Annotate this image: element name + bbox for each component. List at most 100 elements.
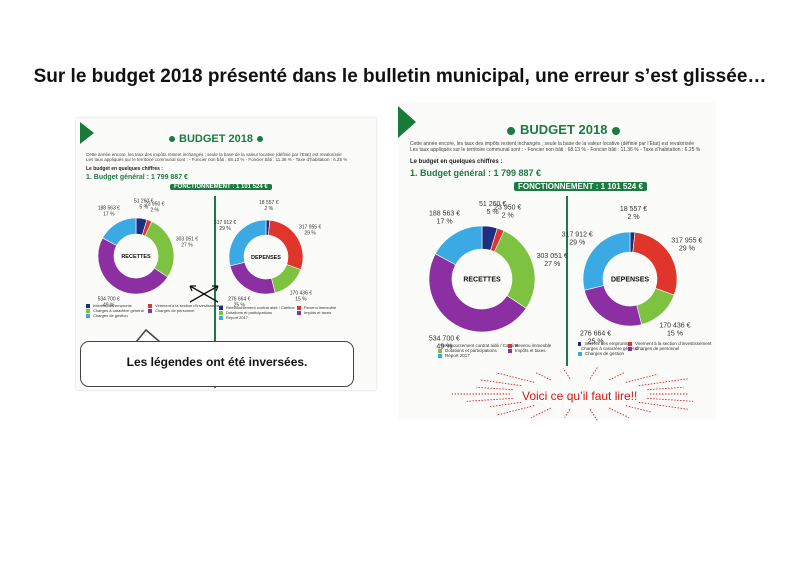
- donut-slice: [267, 219, 304, 271]
- legend-item: Intérêts des emprunts: [86, 303, 148, 308]
- legend-row: Charges de gestion: [86, 313, 223, 318]
- slice-percent-label: 29 %: [679, 246, 695, 253]
- donut-slice: [428, 253, 527, 333]
- legend-item: Charges de personnel: [148, 308, 194, 313]
- slice-amount-label: 23 950 €: [145, 201, 165, 207]
- slice-amount-label: 188 563 €: [429, 210, 460, 217]
- legend-row: Dotations et participations Impôts et ta…: [219, 310, 336, 315]
- legend-swatch: [438, 348, 442, 353]
- fonctionnement-badge: FONCTIONNEMENT : 1 101 524 €: [170, 184, 272, 190]
- slice-amount-label: 534 700 €: [98, 296, 120, 302]
- legend-left: Remboursement contrat aidé / Cantine Rev…: [438, 343, 551, 358]
- slice-amount-label: 276 664 €: [228, 297, 250, 303]
- legend-row: Charges à caractère général Charges de p…: [86, 308, 223, 313]
- legend-row: Dotations et participations Impôts et ta…: [438, 348, 551, 353]
- green-triangle-icon: [80, 122, 94, 144]
- legend-swatch: [219, 310, 223, 315]
- legend-item: Charges à caractère général: [86, 308, 148, 313]
- legend-swatch: [578, 351, 582, 356]
- legend-row: Intérêts des emprunts Virement à la sect…: [86, 303, 223, 308]
- slice-percent-label: 49 %: [436, 344, 452, 351]
- callout-tail: [135, 328, 161, 343]
- donut-slice: [582, 231, 631, 291]
- legend-item: Report 2017: [219, 315, 248, 320]
- slice-amount-label: 18 557 €: [259, 200, 279, 206]
- donut-depenses: 18 557 €2 %317 955 €29 %170 436 €15 %276…: [214, 200, 322, 309]
- budget-title-text: BUDGET 2018: [520, 122, 608, 137]
- green-triangle-icon: [398, 106, 416, 138]
- donut-slice: [271, 264, 302, 294]
- slice-amount-label: 170 436 €: [659, 323, 690, 330]
- legend-item: Remboursement contrat aidé / Cantine: [219, 305, 297, 310]
- section-divider: [566, 196, 568, 366]
- legend-label: Impôts et taxes: [304, 310, 332, 315]
- legend-label: Remboursement contrat aidé / Cantine: [226, 305, 295, 310]
- bullet-dot-icon: [612, 126, 621, 135]
- slice-amount-label: 317 912 €: [214, 220, 236, 226]
- legend-label: Remboursement contrat aidé / Cantine: [441, 343, 519, 348]
- slice-percent-label: 27 %: [181, 242, 193, 248]
- subtitle: Le budget en quelques chiffres :: [410, 159, 503, 165]
- donut-slice: [144, 221, 175, 278]
- red-burst-icon: [452, 365, 694, 423]
- slice-percent-label: 5 %: [139, 205, 148, 211]
- correction-note: Voici ce qu’il faut lire!!: [522, 389, 638, 403]
- legend-label: Intérêts des emprunts: [93, 303, 132, 308]
- donut-slice: [102, 217, 137, 246]
- legend-swatch: [438, 353, 442, 358]
- slice-amount-label: 534 700 €: [429, 336, 460, 343]
- slice-percent-label: 25 %: [234, 303, 246, 309]
- donut-center-label: RECETTES: [121, 254, 151, 260]
- legend-row: Intérêts des emprunts Virement à la sect…: [578, 341, 711, 346]
- legend-right: Remboursement contrat aidé / Cantine Rev…: [219, 305, 336, 320]
- slice-percent-label: 25 %: [588, 338, 604, 345]
- donut-center-label: DEPENSES: [611, 277, 649, 284]
- legend-label: Report 2017: [445, 353, 470, 358]
- legend-item: Charges de gestion: [86, 313, 128, 318]
- callout-box: Les légendes ont été inversées.: [80, 341, 354, 387]
- legend-swatch: [148, 303, 152, 308]
- donut-recettes: 51 260 €5 %23 950 €2 % 303 051 €27 % 534 7…: [98, 199, 199, 309]
- slice-percent-label: 29 %: [569, 240, 585, 247]
- legend-label: Revenu immeuble: [304, 305, 337, 310]
- legend-label: Virement à la section d’investissement: [155, 303, 223, 308]
- legend-swatch: [628, 341, 632, 346]
- section-divider: [214, 196, 216, 388]
- legend-label: Dotations et participations: [445, 348, 497, 353]
- slice-amount-label: 51 260 €: [134, 199, 154, 205]
- donut-slice: [636, 287, 675, 325]
- bullet-dot-icon: [507, 126, 515, 135]
- legend-swatch: [578, 341, 582, 346]
- legend-label: Charges à caractère général: [581, 346, 639, 351]
- legend-row: Report 2017: [219, 315, 336, 320]
- intro-text: Cette année encore, les taux des impôts …: [86, 152, 371, 162]
- slice-percent-label: 17 %: [103, 211, 115, 217]
- legend-item: Report 2017: [438, 353, 470, 358]
- slice-percent-label: 2 %: [502, 213, 514, 220]
- legend-label: Charges de personnel: [155, 308, 195, 313]
- legend-swatch: [148, 308, 152, 313]
- headline: Sur le budget 2018 présenté dans le bull…: [33, 66, 767, 87]
- legend-swatch: [219, 305, 223, 310]
- slice-amount-label: 51 260 €: [479, 201, 506, 208]
- slice-amount-label: 18 557 €: [620, 206, 647, 213]
- slice-percent-label: 27 %: [544, 261, 560, 268]
- slice-percent-label: 2 %: [150, 207, 159, 213]
- budget-general: 1. Budget général : 1 799 887 €: [86, 174, 188, 181]
- legend-right: Intérêts des emprunts Virement à la sect…: [578, 341, 711, 356]
- legend-swatch: [508, 348, 512, 353]
- slice-amount-label: 303 051 €: [176, 236, 198, 242]
- budget-title: BUDGET 2018: [169, 133, 263, 145]
- legend-item: Dotations et participations: [219, 310, 297, 315]
- slice-percent-label: 29 %: [304, 230, 316, 236]
- slice-percent-label: 49 %: [103, 302, 115, 308]
- legend-label: Charges de gestion: [93, 313, 128, 318]
- slice-percent-label: 17 %: [437, 218, 453, 225]
- legend-swatch: [86, 308, 90, 313]
- slice-percent-label: 15 %: [667, 331, 683, 338]
- legend-item: Dotations et participations: [438, 348, 508, 353]
- legend-item: Charges à caractère général: [578, 346, 638, 351]
- donut-center-label: RECETTES: [463, 277, 501, 284]
- slice-amount-label: 188 563 €: [98, 205, 120, 211]
- donut-slice: [434, 225, 483, 266]
